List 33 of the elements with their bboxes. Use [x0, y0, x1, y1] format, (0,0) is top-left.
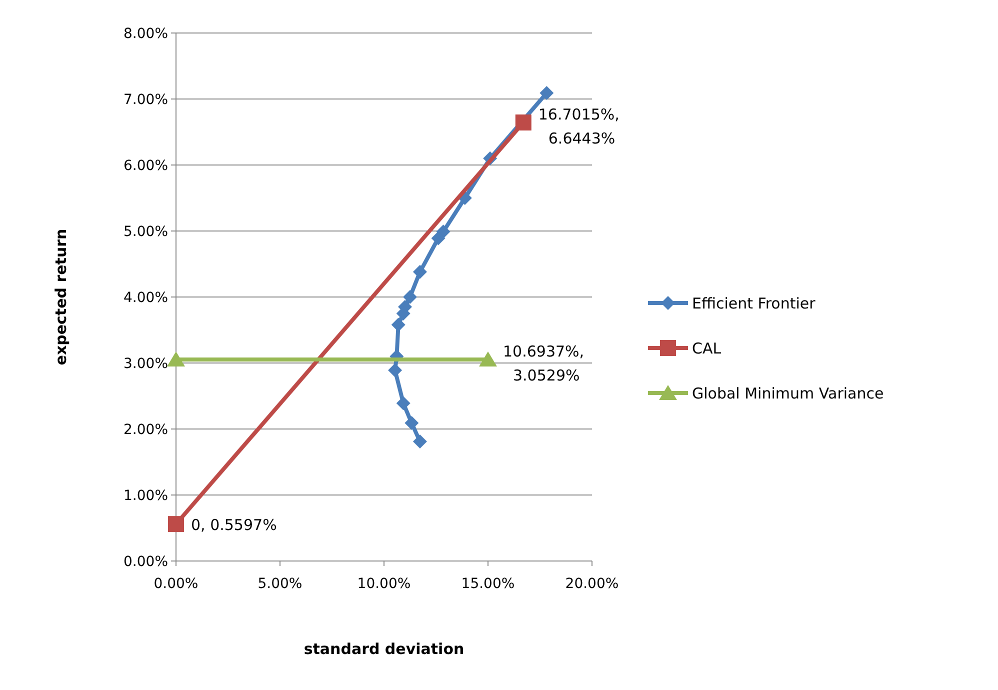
point	[168, 516, 184, 532]
point	[431, 231, 446, 246]
point	[388, 363, 402, 378]
x-tick-label: 20.00%	[565, 576, 619, 592]
x-tick-label: 15.00%	[461, 576, 515, 592]
y-tick-label: 6.00%	[124, 158, 168, 174]
point	[404, 416, 419, 430]
y-tick-label: 3.00%	[124, 356, 168, 372]
annotation: 10.6937%, 3.0529%	[503, 342, 584, 385]
y-tick-label: 4.00%	[124, 290, 168, 306]
annotation: 0, 0.5597%	[191, 516, 277, 534]
x-tick-label: 10.00%	[357, 576, 411, 592]
y-tick-label: 5.00%	[124, 224, 168, 240]
point	[403, 290, 417, 304]
point	[396, 396, 410, 410]
annotation: 16.7015%, 6.6443%	[538, 105, 620, 148]
legend-label: CAL	[692, 339, 722, 358]
x-tick-label: 5.00%	[258, 576, 302, 592]
point	[412, 434, 427, 449]
y-tick-label: 8.00%	[124, 26, 168, 42]
y-tick-label: 0.00%	[124, 554, 168, 570]
point	[540, 86, 554, 100]
y-tick-label: 2.00%	[124, 422, 168, 438]
legend-label: Global Minimum Variance	[692, 384, 884, 402]
x-tick-label: 0.00%	[154, 576, 198, 592]
point	[515, 114, 532, 130]
legend-label: Efficient Frontier	[692, 294, 816, 312]
point	[391, 318, 406, 332]
y-tick-label: 1.00%	[124, 488, 168, 504]
point	[412, 264, 427, 279]
y-axis-title: expected return	[52, 228, 70, 366]
y-tick-label: 7.00%	[124, 92, 168, 108]
x-axis-title: standard deviation	[304, 640, 464, 658]
